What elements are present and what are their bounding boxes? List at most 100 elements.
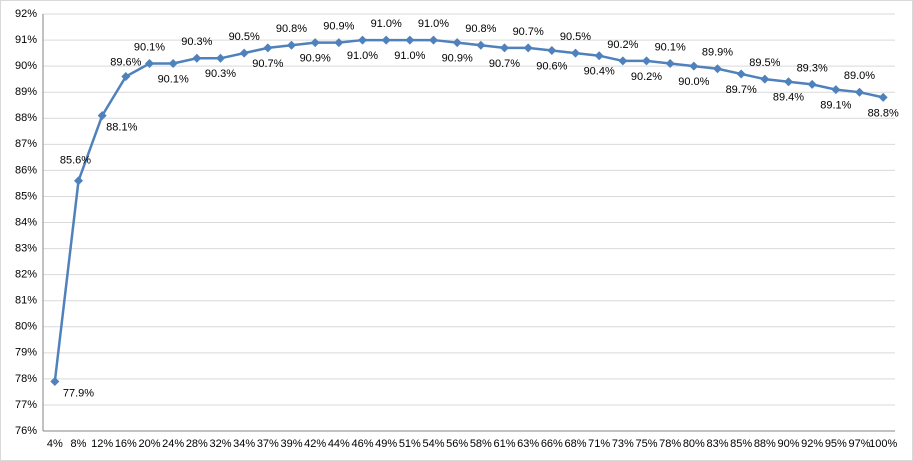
data-label: 91.0% bbox=[394, 50, 425, 62]
data-point bbox=[594, 51, 604, 61]
y-tick-label: 77% bbox=[15, 399, 37, 411]
x-tick-label: 51% bbox=[399, 438, 421, 450]
data-point bbox=[571, 48, 580, 58]
data-point bbox=[831, 85, 841, 95]
data-point bbox=[97, 111, 107, 121]
data-point bbox=[784, 77, 793, 87]
data-label: 90.8% bbox=[465, 23, 496, 35]
data-label: 91.0% bbox=[371, 18, 402, 30]
y-tick-label: 78% bbox=[15, 373, 37, 385]
y-tick-label: 84% bbox=[15, 216, 37, 228]
data-point bbox=[689, 61, 699, 71]
series-line bbox=[53, 38, 884, 382]
data-label: 90.6% bbox=[536, 60, 567, 72]
data-label: 89.6% bbox=[110, 56, 141, 68]
data-label: 91.0% bbox=[418, 18, 449, 30]
x-tick-label: 80% bbox=[683, 438, 705, 450]
data-point bbox=[121, 72, 131, 82]
x-tick-label: 24% bbox=[162, 438, 184, 450]
data-label: 90.9% bbox=[323, 21, 354, 33]
data-point bbox=[263, 43, 273, 53]
data-point bbox=[429, 35, 438, 45]
y-tick-label: 81% bbox=[15, 295, 37, 307]
data-label: 90.1% bbox=[158, 73, 189, 85]
data-point bbox=[500, 43, 509, 53]
data-label: 90.2% bbox=[607, 39, 638, 51]
data-label: 89.0% bbox=[844, 70, 875, 82]
x-tick-label: 54% bbox=[422, 438, 444, 450]
x-tick-label: 75% bbox=[635, 438, 657, 450]
x-tick-label: 95% bbox=[825, 438, 847, 450]
data-point bbox=[358, 35, 367, 45]
data-point bbox=[216, 53, 225, 63]
data-label: 90.8% bbox=[276, 23, 307, 35]
data-label: 90.5% bbox=[560, 31, 591, 43]
data-point bbox=[807, 79, 817, 89]
x-tick-label: 58% bbox=[470, 438, 492, 450]
x-tick-label: 34% bbox=[233, 438, 255, 450]
data-point bbox=[310, 38, 320, 48]
x-tick-label: 78% bbox=[659, 438, 681, 450]
data-label: 89.9% bbox=[702, 47, 733, 59]
x-tick-label: 97% bbox=[848, 438, 870, 450]
x-tick-label: 16% bbox=[115, 438, 137, 450]
data-label: 90.4% bbox=[584, 66, 615, 78]
data-label: 88.1% bbox=[106, 122, 137, 134]
x-tick-label: 46% bbox=[351, 438, 373, 450]
data-label: 85.6% bbox=[60, 155, 91, 167]
data-point bbox=[405, 35, 415, 45]
data-point bbox=[334, 38, 344, 48]
x-tick-label: 20% bbox=[138, 438, 160, 450]
data-point bbox=[642, 56, 651, 66]
data-point bbox=[50, 376, 60, 386]
y-tick-label: 88% bbox=[15, 112, 37, 124]
data-point bbox=[145, 59, 154, 69]
data-point bbox=[192, 53, 202, 63]
data-point bbox=[547, 45, 557, 55]
y-tick-label: 83% bbox=[15, 242, 37, 254]
y-tick-label: 85% bbox=[15, 190, 37, 202]
x-tick-label: 100% bbox=[869, 438, 897, 450]
data-point bbox=[239, 48, 249, 58]
data-label: 77.9% bbox=[63, 387, 94, 399]
x-tick-label: 56% bbox=[446, 438, 468, 450]
data-label: 89.3% bbox=[797, 62, 828, 74]
x-tick-label: 12% bbox=[91, 438, 113, 450]
x-tick-label: 37% bbox=[257, 438, 279, 450]
data-label: 90.1% bbox=[655, 41, 686, 53]
data-point bbox=[74, 176, 83, 186]
x-tick-label: 92% bbox=[801, 438, 823, 450]
data-label: 90.3% bbox=[205, 68, 236, 80]
x-tick-label: 83% bbox=[706, 438, 728, 450]
x-tick-label: 4% bbox=[47, 438, 63, 450]
data-label: 91.0% bbox=[347, 50, 378, 62]
data-point bbox=[523, 43, 533, 53]
y-tick-label: 89% bbox=[15, 86, 37, 98]
data-point bbox=[287, 40, 296, 50]
data-label: 90.1% bbox=[134, 41, 165, 53]
data-label: 89.4% bbox=[773, 92, 804, 104]
data-point bbox=[476, 40, 486, 50]
x-tick-label: 71% bbox=[588, 438, 610, 450]
data-label: 89.7% bbox=[726, 84, 757, 96]
data-point bbox=[878, 92, 888, 102]
x-tick-label: 90% bbox=[777, 438, 799, 450]
x-tick-label: 44% bbox=[328, 438, 350, 450]
x-tick-label: 49% bbox=[375, 438, 397, 450]
data-point bbox=[760, 74, 770, 84]
data-point bbox=[381, 35, 391, 45]
data-label: 90.9% bbox=[300, 53, 331, 65]
data-label: 90.2% bbox=[631, 71, 662, 83]
data-label: 90.0% bbox=[678, 76, 709, 88]
data-point bbox=[618, 56, 628, 66]
y-tick-label: 82% bbox=[15, 269, 37, 281]
y-tick-label: 80% bbox=[15, 321, 37, 333]
x-tick-label: 85% bbox=[730, 438, 752, 450]
y-tick-label: 86% bbox=[15, 164, 37, 176]
x-tick-label: 66% bbox=[541, 438, 563, 450]
data-point bbox=[736, 69, 746, 79]
y-tick-label: 92% bbox=[15, 8, 37, 20]
data-label: 88.8% bbox=[868, 107, 899, 119]
data-label: 89.1% bbox=[820, 99, 851, 111]
